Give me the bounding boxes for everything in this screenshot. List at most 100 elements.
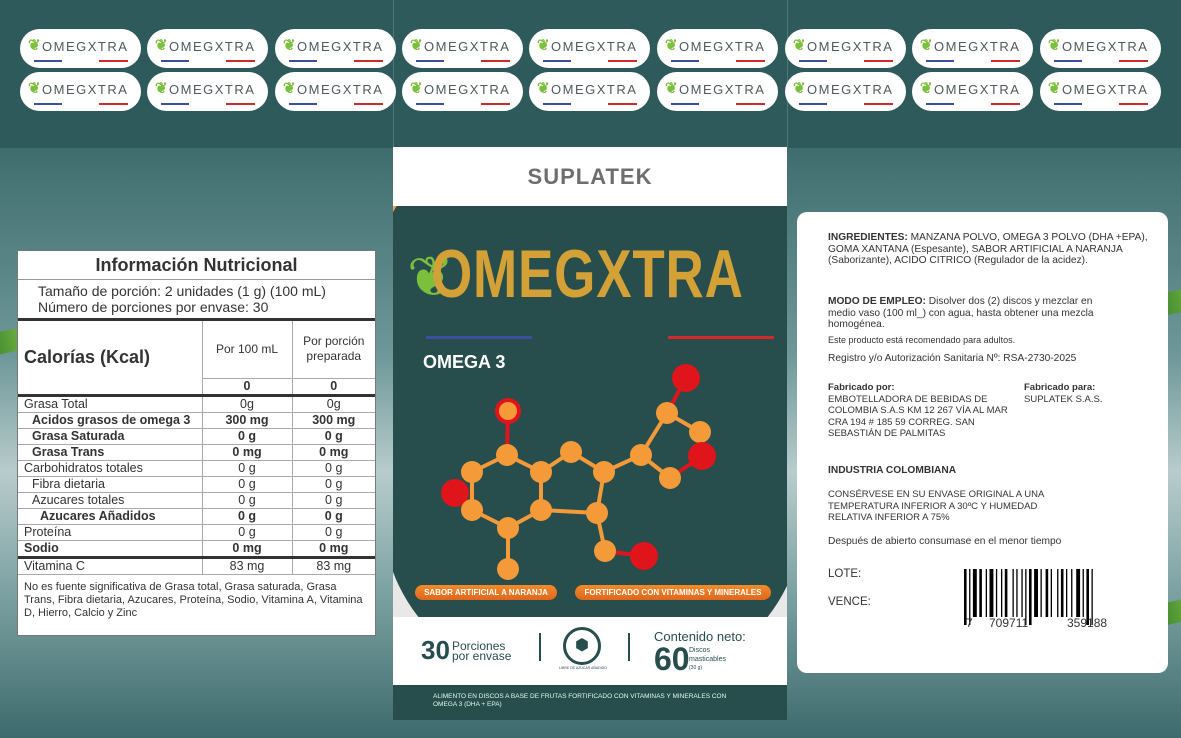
leaf-icon: ❦ [920,80,933,97]
adults-note: Este producto está recomendado para adul… [828,335,1016,345]
leaf-icon: ❦ [410,37,423,54]
sticker-brand: OMEGXTRA [934,82,1021,97]
brand-sticker: ❦ OMEGXTRA [785,72,906,111]
portions-text: Porciones por envase [452,640,511,662]
net-unit-2: masticables [689,656,726,663]
usage-label: MODO DE EMPLEO: [828,296,926,307]
made-for-label: Fabricado para: [1024,382,1096,393]
blue-line [799,103,827,105]
flavor-badge: SABOR ARTIFICIAL A NARANJA [415,585,557,600]
nutrient-value-portion: 0 g [291,507,375,524]
blue-line [926,103,954,105]
nutrient-name: Grasa Trans [18,443,202,460]
brand-sticker: ❦ OMEGXTRA [275,72,396,111]
leaf-icon: ❦ [665,80,678,97]
col-header-100ml: Por 100 mL [201,321,292,378]
front-panel: SUPLATEK ❦ OMEGXTRA OMEGA 3 SABOR ARTIFI… [393,147,787,720]
fortified-badge: FORTIFICADO CON VITAMINAS Y MINERALES [575,585,771,600]
nutrient-value-portion: 0 g [291,491,375,508]
red-line [864,103,893,105]
barcode-bar [1086,569,1089,625]
net-unit-1: Discos [689,647,711,654]
leaf-icon: ❦ [537,37,550,54]
sticker-brand: OMEGXTRA [169,39,256,54]
brand-sticker: ❦ OMEGXTRA [912,72,1033,111]
made-by-text: EMBOTELLADORA DE BEBIDAS DE COLOMBIA S.A… [828,393,1008,440]
nutrient-name: Azucares Añadidos [18,507,202,524]
sticker-brand: OMEGXTRA [297,39,384,54]
red-line [864,60,893,62]
nutrient-value-portion: 0 g [291,427,375,444]
sticker-brand: OMEGXTRA [1062,39,1149,54]
nutrition-title: Información Nutricional [18,251,375,280]
made-for-text: SUPLATEK S.A.S. [1024,393,1103,405]
barcode-bar [1012,569,1014,617]
sticker-brand: OMEGXTRA [551,39,638,54]
brand-sticker: ❦ OMEGXTRA [402,29,523,68]
after-open: Después de abierto consumase en el menor… [828,536,1062,547]
carbon-atom [530,499,552,521]
nutrient-value-100ml: 0 g [201,491,292,508]
barcode-bar [1016,569,1018,617]
sticker-brand: OMEGXTRA [424,39,511,54]
nutrient-value-portion: 0 mg [291,443,375,460]
serving-size: Tamaño de porción: 2 unidades (1 g) (100… [38,283,326,299]
barcode-digits-3: 359188 [1067,616,1108,630]
sticker-brand: OMEGXTRA [169,82,256,97]
calories-100ml: 0 [201,377,292,395]
barcode-bar [972,569,977,617]
usage-text: Disolver dos (2) discos y mezclar en med… [828,296,1094,330]
brand-sticker: ❦ OMEGXTRA [529,72,650,111]
nutrition-row: Grasa Trans 0 mg 0 mg [18,443,375,460]
brand-sticker: ❦ OMEGXTRA [1040,72,1161,111]
blue-line [161,60,189,62]
serving-info: Tamaño de porción: 2 unidades (1 g) (100… [18,280,375,321]
leaf-icon: ❦ [793,37,806,54]
blue-line [289,103,317,105]
barcode-bar [969,569,971,625]
leaf-icon: ❦ [28,37,41,54]
leaf-logo-icon: ❦ [407,245,454,308]
nutrient-value-portion: 0 mg [291,539,375,557]
barcode-bar [1034,569,1038,617]
col-header-portion: Por porción preparada [291,321,375,378]
barcode-bar [1025,569,1027,625]
barcode-bar [1004,569,1008,617]
carbon-atom [461,461,483,483]
leaf-icon: ❦ [1048,80,1061,97]
nutrient-name: Fibra dietaria [18,475,202,492]
ingredients-text: MANZANA POLVO, OMEGA 3 POLVO (DHA +EPA),… [828,232,1148,266]
carbon-atom [497,558,519,580]
nutrient-value-100ml: 83 mg [201,556,292,574]
blue-line [34,103,62,105]
brand-sticker: ❦ OMEGXTRA [402,72,523,111]
sticker-brand: OMEGXTRA [934,39,1021,54]
barcode-bar [1082,569,1084,617]
leaf-icon: ❦ [155,80,168,97]
made-for: Fabricado para: SUPLATEK S.A.S. [1024,382,1103,405]
barcode-bar [1050,569,1052,617]
nutrient-value-portion: 0 g [291,459,375,476]
oxygen-atom [630,542,658,570]
nutrient-value-100ml: 0 g [201,523,292,540]
sticker-brand: OMEGXTRA [807,39,894,54]
sticker-brand: OMEGXTRA [42,39,129,54]
barcode-bar [989,569,994,617]
carbon-atom [594,540,616,562]
red-line [991,60,1020,62]
nutrition-row: Acidos grasos de omega 3 300 mg 300 mg [18,411,375,428]
carbon-atom [461,499,483,521]
nutrient-value-100ml: 0 mg [201,443,292,460]
barcode-bar [995,569,998,617]
nutrient-name: Grasa Total [18,394,202,412]
red-line [1119,103,1148,105]
barcode-bar [1029,569,1032,625]
blue-line [671,103,699,105]
molecule-illustration [441,364,716,580]
brand-sticker: ❦ OMEGXTRA [657,29,778,68]
nutrient-value-100ml: 0 mg [201,539,292,557]
red-line [99,60,128,62]
barcode-bar [1071,569,1073,617]
